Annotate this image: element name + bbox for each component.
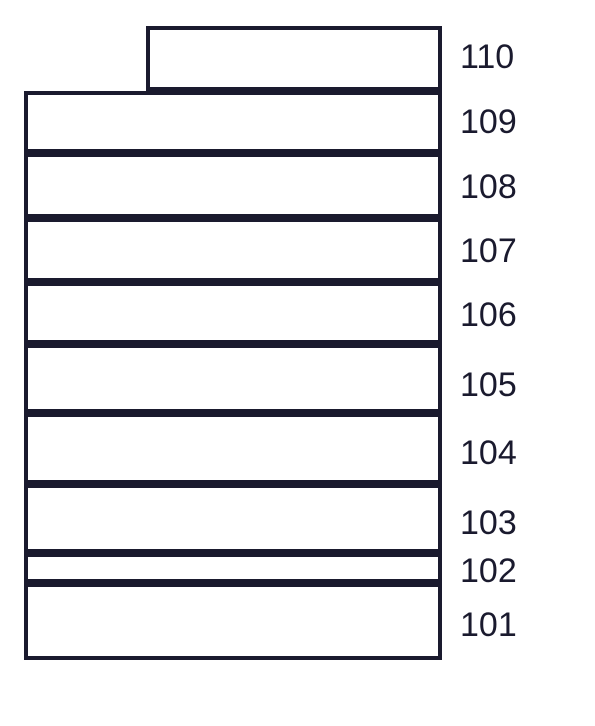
layer-103 <box>24 484 442 553</box>
layer-107 <box>24 218 442 282</box>
layer-102 <box>24 553 442 583</box>
layer-label-102: 102 <box>460 552 517 591</box>
layer-101 <box>24 583 442 660</box>
layer-108 <box>24 153 442 218</box>
layer-stack-diagram: 110 109 108 107 106 105 104 103 102 101 <box>0 0 595 726</box>
layer-label-109: 109 <box>460 103 517 142</box>
layer-label-101: 101 <box>460 606 517 645</box>
layer-label-107: 107 <box>460 232 517 271</box>
layer-label-104: 104 <box>460 434 517 473</box>
layer-110 <box>146 26 442 91</box>
layer-109 <box>24 91 442 153</box>
layer-label-105: 105 <box>460 366 517 405</box>
layer-label-108: 108 <box>460 168 517 207</box>
layer-label-110: 110 <box>460 38 514 77</box>
layer-label-103: 103 <box>460 504 517 543</box>
layer-106 <box>24 282 442 344</box>
layer-label-106: 106 <box>460 296 517 335</box>
layer-104 <box>24 413 442 484</box>
layer-105 <box>24 344 442 413</box>
